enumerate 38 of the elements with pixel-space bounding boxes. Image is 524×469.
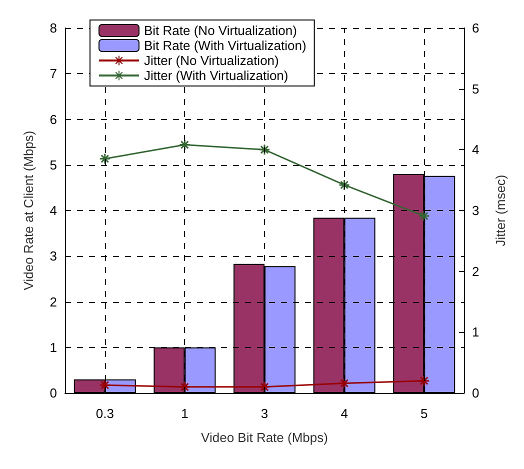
legend-label: Bit Rate (With Virtualization) [144,38,306,53]
y2-tick-label: 4 [472,142,480,158]
y-tick-label: 0 [50,386,57,400]
y2-tick-label: 5 [472,81,480,96]
y2-tick-label: 1 [472,324,480,340]
legend-label: Jitter (No Virtualization) [144,53,279,68]
x-tick-label: 3 [260,406,268,421]
y-tick-label: 7 [50,66,57,82]
y-tick-label: 1 [50,340,57,355]
point [338,378,350,390]
y-tick-label: 3 [50,248,57,264]
point [338,179,350,191]
point [418,210,430,222]
point [258,381,270,393]
point [99,153,111,165]
y-tick-label: 4 [50,203,57,218]
point [99,379,111,391]
x-tick-label: 5 [420,406,428,421]
y2-tick-label: 0 [472,386,480,400]
point [178,139,190,151]
y2-tick-label: 2 [472,264,480,279]
x-tick-label: 0.3 [96,406,114,421]
y-tick-label: 5 [50,157,57,172]
y2-tick-label: 6 [472,20,480,36]
x-tick-label: 4 [340,406,348,421]
y-axis-title: Video Rate at Client (Mbps) [21,130,36,290]
legend-label: Jitter (With Virtualization) [144,68,288,83]
point [418,375,430,387]
y-tick-label: 8 [50,20,57,36]
y-tick-label: 2 [50,294,57,310]
legend-label: Bit Rate (No Virtualization) [144,23,297,38]
point [178,381,190,393]
x-tick-label: 1 [181,406,188,421]
y-tick-label: 6 [50,112,57,127]
x-axis-title: Video Bit Rate (Mbps) [201,430,328,445]
y2-tick-label: 3 [472,203,480,218]
y2-axis-title: Jitter (msec) [493,174,508,246]
point [258,144,270,156]
